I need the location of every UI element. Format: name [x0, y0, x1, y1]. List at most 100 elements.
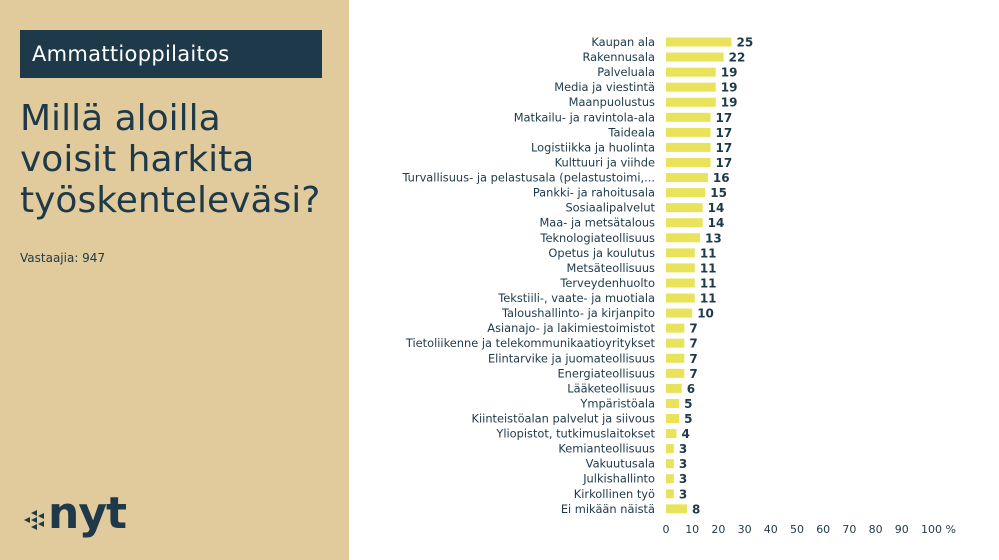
bar [666, 368, 685, 378]
data-label: 19 [721, 96, 738, 110]
data-label: 15 [710, 186, 727, 200]
data-label: 17 [716, 126, 733, 140]
category-label: Kiinteistöalan palvelut ja siivous [472, 412, 656, 426]
bar [666, 142, 711, 152]
category-label: Opetus ja koulutus [548, 246, 655, 260]
category-label: Sosiaalipalvelut [565, 201, 655, 215]
category-label: Yliopistot, tutkimuslaitokset [495, 427, 655, 441]
bar [666, 429, 677, 439]
category-label: Kemianteollisuus [558, 442, 655, 456]
data-label: 7 [689, 322, 697, 336]
bar [666, 414, 680, 423]
data-label: 19 [721, 81, 738, 95]
logo-text: nyt [48, 488, 127, 539]
x-tick-label: 90 [895, 523, 909, 536]
category-label: Asianajo- ja lakimiestoimistot [487, 321, 655, 335]
title-line-1: Millä aloilla [20, 98, 221, 139]
category-label: Kaupan ala [591, 35, 655, 49]
data-label: 25 [737, 36, 754, 50]
category-badge: Ammattioppilaitos [20, 30, 322, 78]
x-tick-label: 70 [842, 523, 856, 536]
bar [666, 459, 674, 469]
page-title: Millä aloilla voisit harkita työskentelе… [20, 98, 340, 221]
category-label: Matkailu- ja ravintola-ala [514, 110, 655, 124]
data-label: 13 [705, 231, 722, 245]
data-label: 16 [713, 171, 730, 185]
bar [666, 278, 695, 288]
data-label: 3 [679, 457, 687, 471]
category-label: Terveydenhuolto [559, 276, 655, 290]
bar [666, 97, 716, 107]
bar [666, 383, 682, 393]
bar [666, 188, 706, 198]
x-tick-label: 0 [663, 523, 670, 536]
bar [666, 353, 685, 363]
data-label: 4 [681, 427, 689, 441]
data-label: 17 [716, 156, 733, 170]
bar [666, 444, 674, 454]
bar [666, 323, 685, 333]
data-label: 3 [679, 472, 687, 486]
category-label: Turvallisuus- ja pelastusala (pelastusto… [401, 171, 655, 185]
category-label: Rakennusala [582, 50, 655, 64]
bar [666, 218, 703, 228]
bar [666, 127, 711, 137]
data-label: 17 [716, 111, 733, 125]
left-panel: Ammattioppilaitos Millä aloilla voisit h… [0, 0, 349, 560]
data-label: 10 [697, 307, 714, 321]
bar [666, 398, 680, 408]
bar [666, 52, 724, 62]
category-label: Palveluala [597, 65, 655, 79]
data-label: 3 [679, 487, 687, 501]
data-label: 7 [689, 367, 697, 381]
data-label: 3 [679, 442, 687, 456]
category-label: Tietoliikenne ja telekommunikaatioyrityk… [405, 336, 656, 350]
data-label: 22 [729, 51, 746, 65]
bar [666, 504, 687, 514]
data-label: 7 [689, 337, 697, 351]
data-label: 7 [689, 352, 697, 366]
bar [666, 474, 674, 484]
category-label: Taideala [607, 125, 655, 139]
data-label: 19 [721, 66, 738, 80]
category-label: Tekstiili-, vaate- ja muotiala [497, 291, 655, 305]
category-label: Logistiikka ja huolinta [531, 140, 655, 154]
category-label: Julkishallinto [582, 472, 655, 486]
x-tick-label: 100 % [921, 523, 956, 536]
title-line-3: työskentelеväsi? [20, 180, 321, 221]
data-label: 5 [684, 397, 692, 411]
category-label: Taloushallinto- ja kirjanpito [501, 306, 655, 320]
bar [666, 293, 695, 303]
logo-triangles-icon [24, 510, 44, 530]
bar [666, 112, 711, 122]
x-tick-label: 40 [764, 523, 778, 536]
category-label: Energiateollisuus [557, 366, 655, 380]
title-line-2: voisit harkita [20, 139, 255, 180]
category-label: Metsäteollisuus [567, 261, 656, 275]
category-label: Media ja viestintä [554, 80, 655, 94]
x-tick-label: 50 [790, 523, 804, 536]
nyt-logo: nyt [20, 490, 180, 544]
x-tick-label: 60 [816, 523, 830, 536]
category-label: Kirkollinen työ [574, 487, 655, 501]
category-label: Maanpuolustus [569, 95, 655, 109]
data-label: 8 [692, 502, 700, 516]
bar [666, 203, 703, 213]
x-tick-label: 20 [711, 523, 725, 536]
data-label: 14 [708, 216, 725, 230]
category-label: Ympäristöala [579, 396, 655, 410]
bar [666, 173, 708, 183]
bar-chart: Kaupan ala 25 Rakennusala 22 Palveluala 19 Med… [401, 35, 956, 536]
x-tick-label: 80 [869, 523, 883, 536]
data-label: 11 [700, 246, 717, 260]
bar [666, 248, 695, 258]
category-label: Ei mikään näistä [561, 502, 655, 516]
x-tick-label: 30 [738, 523, 752, 536]
data-label: 11 [700, 261, 717, 275]
data-label: 6 [687, 382, 695, 396]
bar [666, 37, 732, 47]
category-label: Kulttuuri ja viihde [555, 155, 655, 169]
category-label: Lääketeollisuus [567, 381, 655, 395]
bar [666, 308, 693, 318]
respondent-count: Vastaajia: 947 [20, 251, 106, 265]
